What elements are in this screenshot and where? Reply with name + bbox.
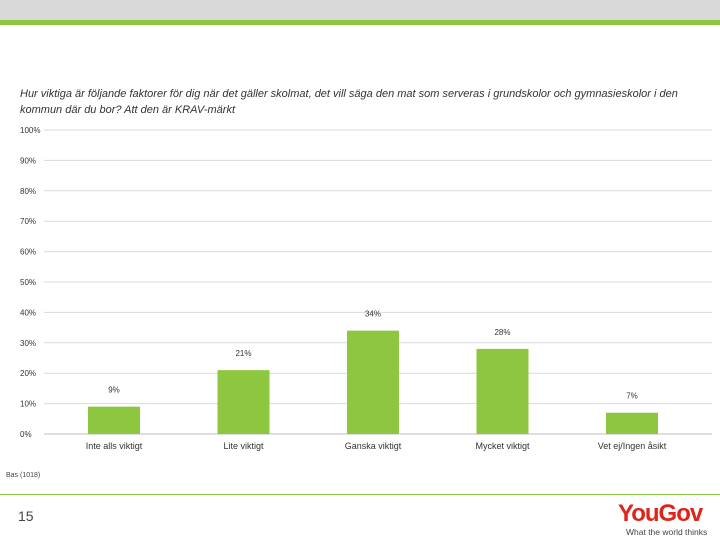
y-tick-label: 90% — [20, 156, 36, 165]
data-label: 7% — [626, 392, 638, 401]
category-label: Mycket viktigt — [475, 441, 530, 451]
bar — [606, 412, 658, 434]
bar — [88, 406, 140, 434]
footer-divider — [0, 494, 720, 495]
y-tick-label: 50% — [20, 278, 36, 287]
bar — [347, 330, 399, 434]
page-number: 15 — [18, 508, 34, 524]
y-tick-label: 80% — [20, 187, 36, 196]
logo-wordmark: YouGov — [618, 500, 703, 527]
bar — [217, 370, 270, 434]
y-tick-label: 10% — [20, 400, 36, 409]
base-note: Bas (1018) — [6, 472, 41, 479]
y-tick-label: 30% — [20, 339, 36, 348]
category-label: Vet ej/Ingen åsikt — [598, 441, 667, 451]
header-accent-stripe — [0, 20, 720, 25]
y-tick-label: 20% — [20, 369, 36, 378]
data-label: 34% — [365, 310, 381, 319]
y-tick-label: 0% — [20, 430, 32, 439]
y-tick-label: 60% — [20, 248, 36, 257]
data-label: 28% — [494, 328, 510, 337]
header-bar — [0, 0, 720, 20]
yougov-logo: YouGov What the world thinks — [616, 500, 716, 540]
data-label: 9% — [108, 386, 120, 395]
y-tick-label: 100% — [20, 126, 40, 135]
y-tick-label: 70% — [20, 217, 36, 226]
bar — [476, 348, 529, 434]
data-label: 21% — [235, 349, 251, 358]
category-label: Lite viktigt — [223, 441, 264, 451]
logo-tagline: What the world thinks — [626, 527, 708, 537]
category-label: Inte alls viktigt — [86, 441, 143, 451]
question-title: Hur viktiga är följande faktorer för dig… — [20, 88, 678, 116]
category-label: Ganska viktigt — [345, 441, 402, 451]
y-tick-label: 40% — [20, 308, 36, 317]
